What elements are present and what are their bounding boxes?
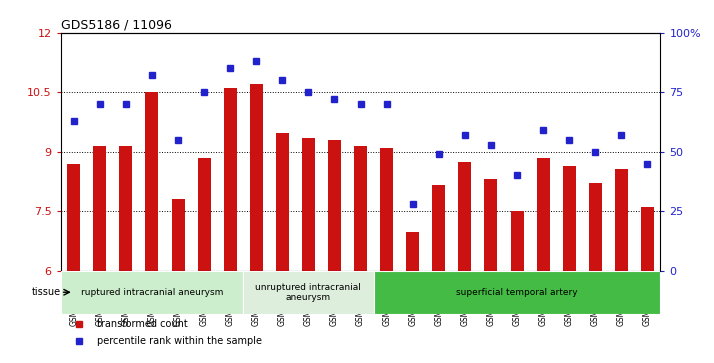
Bar	[484, 179, 498, 270]
Bar	[67, 164, 80, 270]
Text: tissue: tissue	[31, 287, 61, 297]
Bar	[641, 207, 654, 270]
Text: superficial temporal artery: superficial temporal artery	[456, 288, 578, 297]
Bar	[432, 185, 446, 270]
Bar	[94, 146, 106, 270]
Bar	[328, 140, 341, 270]
Text: GDS5186 / 11096: GDS5186 / 11096	[61, 19, 171, 32]
Bar	[223, 88, 237, 270]
Bar	[511, 211, 523, 270]
Bar	[302, 138, 315, 270]
Text: ruptured intracranial aneurysm: ruptured intracranial aneurysm	[81, 288, 223, 297]
Bar	[589, 183, 602, 270]
Bar	[537, 158, 550, 270]
Text: transformed count: transformed count	[96, 319, 188, 329]
Text: percentile rank within the sample: percentile rank within the sample	[96, 336, 261, 346]
Bar	[615, 170, 628, 270]
Bar	[563, 166, 575, 270]
Bar	[198, 158, 211, 270]
Bar	[250, 84, 263, 270]
Bar	[458, 162, 471, 270]
Bar	[380, 148, 393, 270]
Bar	[276, 133, 289, 270]
Bar	[119, 146, 132, 270]
Bar	[61, 270, 243, 314]
Bar	[373, 270, 660, 314]
Bar	[243, 270, 373, 314]
Text: unruptured intracranial
aneurysm: unruptured intracranial aneurysm	[256, 282, 361, 302]
Bar	[354, 146, 367, 270]
Bar	[146, 92, 159, 270]
Bar	[406, 232, 419, 270]
Bar	[171, 199, 184, 270]
